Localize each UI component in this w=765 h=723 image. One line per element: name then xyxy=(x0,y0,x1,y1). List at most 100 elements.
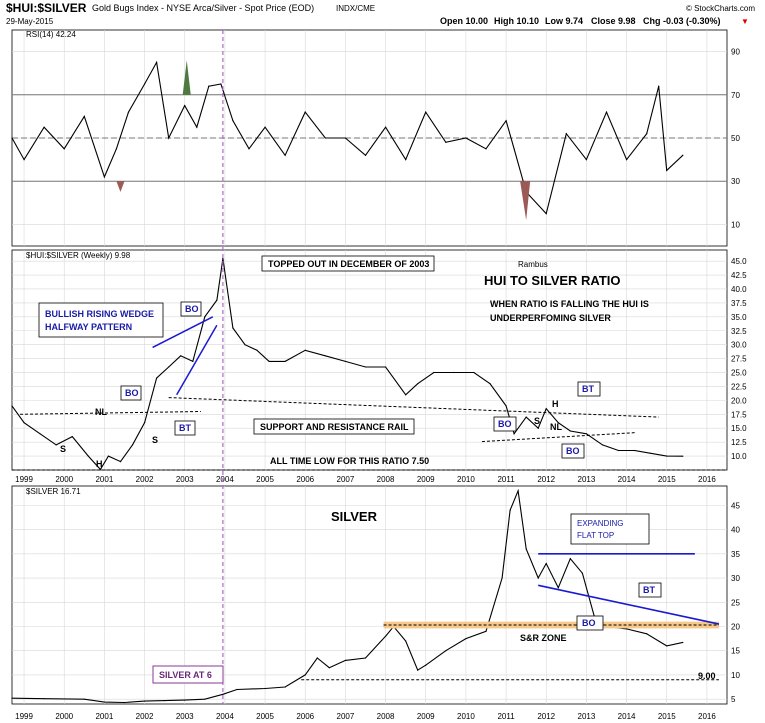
silver-bt-box xyxy=(638,582,662,598)
ratio-point xyxy=(601,444,604,446)
silver-legend: $SILVER 16.71 xyxy=(26,487,81,496)
silver-point xyxy=(364,657,367,659)
ratio-point xyxy=(107,455,110,457)
ratio-ytick-label: 32.5 xyxy=(731,327,747,336)
rsi-point xyxy=(143,83,146,85)
ratio-point xyxy=(384,366,387,368)
rsi-legend: RSI(14) 42.24 xyxy=(26,30,76,39)
ratio-point xyxy=(256,349,258,351)
silver-bo-label: BO xyxy=(582,618,596,628)
silver-point xyxy=(284,686,286,688)
bo-label-1: BO xyxy=(185,304,199,314)
silver-xtick-label: 2014 xyxy=(618,712,636,721)
silver-point xyxy=(509,509,511,511)
expanding-callout-box xyxy=(570,513,650,545)
ratio-ytick-label: 30.0 xyxy=(731,341,747,350)
silver-bo-box xyxy=(576,615,604,631)
ratio-point xyxy=(180,355,182,357)
ratio-point xyxy=(143,422,146,424)
silver-point xyxy=(83,698,85,700)
rsi-ytick-label: 50 xyxy=(731,134,740,143)
rsi-point xyxy=(63,148,65,150)
ratio-point xyxy=(156,377,158,379)
ratio-point xyxy=(617,449,620,452)
ratio-point xyxy=(682,455,684,457)
silver-point xyxy=(344,659,346,662)
ratio-note-2: UNDERPERFOMING SILVER xyxy=(490,313,611,323)
silver-point xyxy=(537,577,539,579)
level-9-label: 9.00 xyxy=(698,671,716,681)
ratio-point xyxy=(489,383,491,385)
silver-ytick-label: 15 xyxy=(731,647,740,656)
rsi-point xyxy=(344,137,346,139)
ratio-xtick-label: 2003 xyxy=(176,475,194,484)
h-label-2: H xyxy=(552,399,559,409)
h-label-1: H xyxy=(96,459,103,469)
ratio-xtick-label: 2013 xyxy=(578,475,596,484)
silver-point xyxy=(384,635,387,637)
silver-point xyxy=(625,628,628,630)
silver-point xyxy=(557,587,559,589)
silver-ytick-label: 20 xyxy=(731,622,740,631)
sr-zone-label: S&R ZONE xyxy=(520,633,567,643)
rsi-point xyxy=(585,159,588,161)
rsi-point xyxy=(232,120,234,122)
ratio-point xyxy=(417,383,419,385)
ratio-point xyxy=(505,405,507,407)
silver-point xyxy=(304,674,306,676)
silver-point xyxy=(222,693,224,695)
rsi-point xyxy=(196,126,198,128)
ratio-ytick-label: 27.5 xyxy=(731,355,747,364)
header-brand: © StockCharts.com xyxy=(686,4,755,13)
rsi-ytick-label: 30 xyxy=(731,177,740,186)
ratio-point xyxy=(364,366,367,368)
ratio-xtick-label: 2005 xyxy=(256,475,274,484)
ratio-ytick-label: 10.0 xyxy=(731,452,747,461)
ratio-point xyxy=(55,444,57,446)
header-high: High 10.10 xyxy=(494,16,539,26)
rsi-overbought-fill xyxy=(182,60,191,95)
rsi-point xyxy=(405,159,407,161)
ratio-ytick-label: 20.0 xyxy=(731,396,747,405)
rsi-point xyxy=(465,137,467,139)
silver-point xyxy=(682,641,684,644)
wedge-label-1: BULLISH RISING WEDGE xyxy=(45,309,154,319)
ratio-point xyxy=(324,355,326,357)
rsi-oversold-fill xyxy=(520,181,531,221)
topped-callout-box xyxy=(261,255,435,272)
ratio-point xyxy=(23,422,25,424)
ratio-xtick-label: 1999 xyxy=(15,475,33,484)
silver-point xyxy=(569,558,571,560)
rsi-point xyxy=(220,83,222,85)
ratio-neckline-1 xyxy=(20,411,201,415)
silver-point xyxy=(445,650,447,652)
wedge-upper-line xyxy=(152,316,214,349)
ratio-xtick-label: 2007 xyxy=(337,475,355,484)
silver-point xyxy=(646,633,648,635)
ratio-point xyxy=(557,422,559,424)
ratio-point xyxy=(405,394,407,396)
ratio-point xyxy=(71,435,73,438)
silver-point xyxy=(517,490,519,492)
silver-xtick-label: 2012 xyxy=(537,712,555,721)
ratio-xtick-label: 2000 xyxy=(55,475,73,484)
bo-box-2 xyxy=(120,385,142,401)
rsi-ytick-label: 90 xyxy=(731,48,740,57)
rsi-point xyxy=(43,126,45,128)
ratio-point xyxy=(216,299,218,301)
header-chg: Chg -0.03 (-0.30%) xyxy=(643,16,721,26)
header-date: 29-May-2015 xyxy=(6,17,54,26)
ratio-point xyxy=(433,371,435,374)
ratio-ytick-label: 42.5 xyxy=(731,271,747,280)
ratio-point xyxy=(39,433,41,435)
silver-point xyxy=(11,697,13,699)
ratio-panel: 10.0 12.5 15.0 17.5 20.0 22.5 25.0 27.5 30.0 32.5… xyxy=(11,249,747,484)
header-chg-arrow-icon: ▼ xyxy=(741,17,749,26)
ratio-point xyxy=(666,455,668,457)
rsi-point xyxy=(156,61,158,64)
ratio-xtick-label: 2015 xyxy=(658,475,676,484)
ratio-point xyxy=(284,360,286,362)
rsi-point xyxy=(23,159,25,161)
sr-rail-callout-box xyxy=(253,418,415,435)
